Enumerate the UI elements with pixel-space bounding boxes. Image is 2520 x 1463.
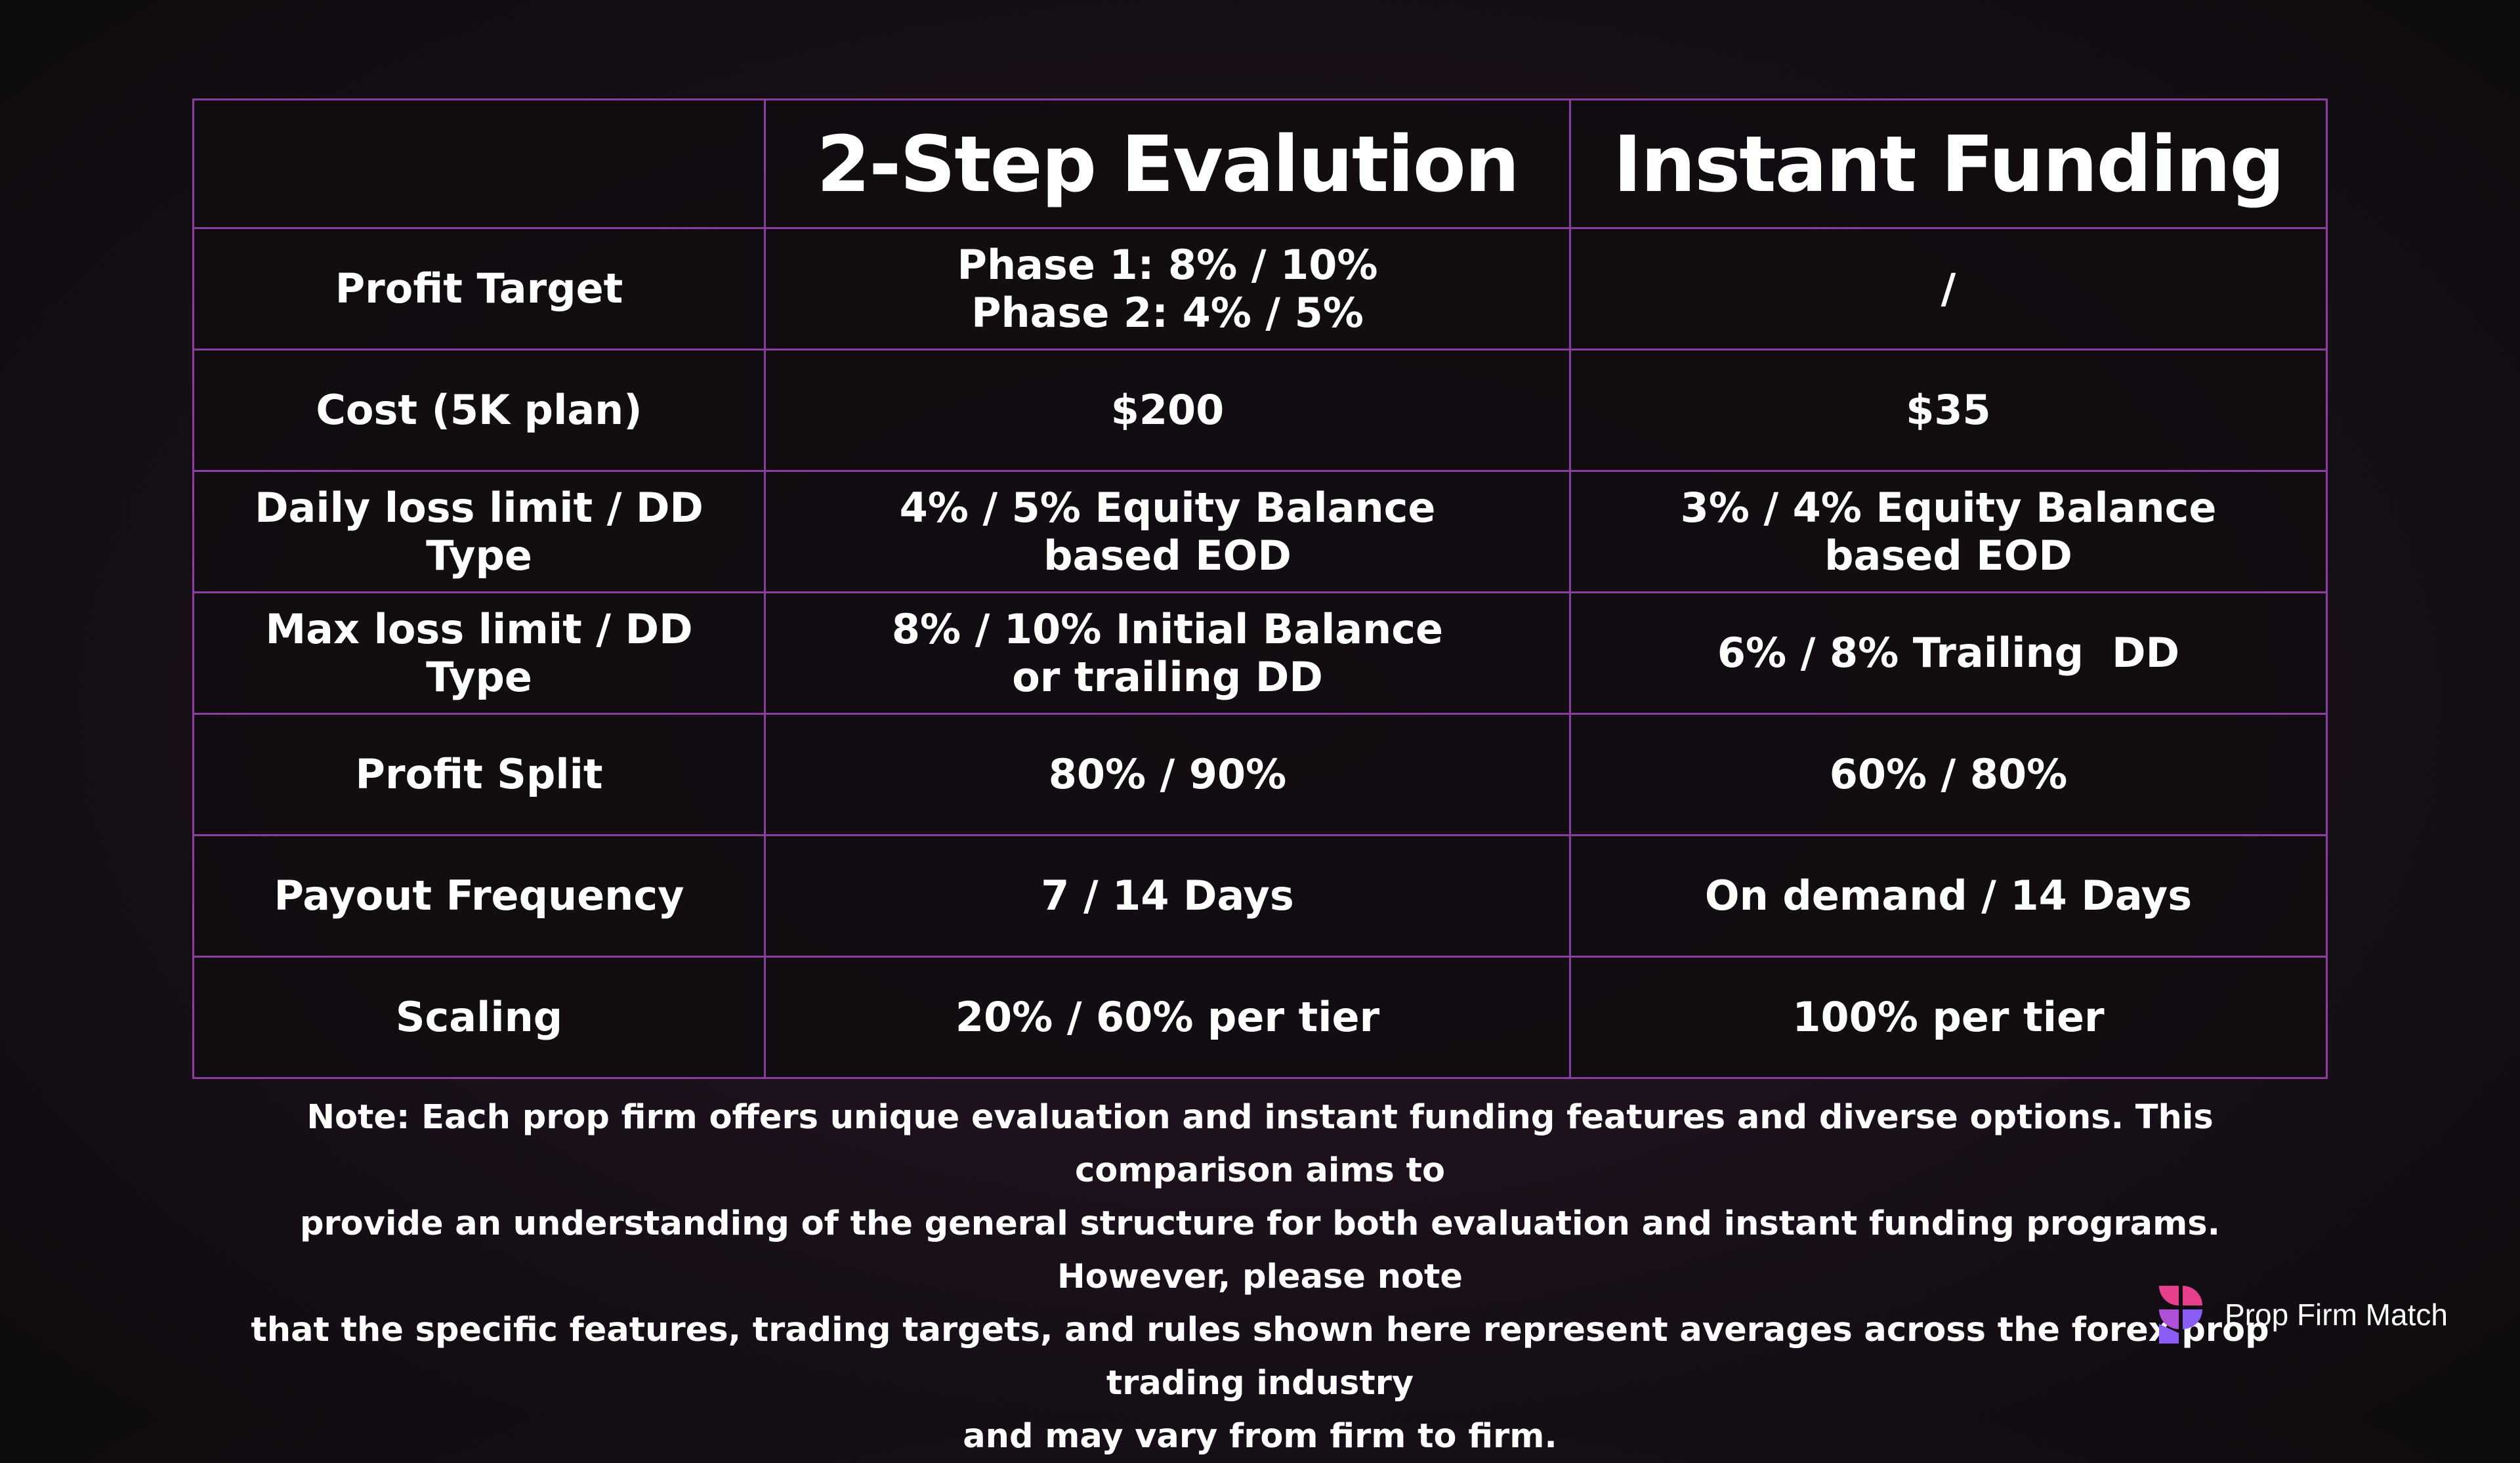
disclaimer-note: Note: Each prop firm offers unique evalu… (223, 1091, 2297, 1463)
value-line: $200 (1110, 386, 1225, 435)
value-line: or trailing DD (1012, 653, 1323, 701)
evaluation-value: $200 (764, 349, 1571, 472)
value-line: On demand / 14 Days (1704, 872, 2193, 920)
table-row-profit-split: Profit Split 80% / 90% 60% / 80% (192, 713, 2328, 836)
prop-firm-match-logo-icon (2159, 1286, 2202, 1344)
value-line: 3% / 4% Equity Balance (1680, 483, 2217, 532)
evaluation-value: 7 / 14 Days (764, 834, 1571, 958)
evaluation-value: 20% / 60% per tier (764, 956, 1571, 1079)
row-label: Payout Frequency (192, 834, 766, 958)
evaluation-value: Phase 1: 8% / 10% Phase 2: 4% / 5% (764, 227, 1571, 350)
table-row-profit-target: Profit Target Phase 1: 8% / 10% Phase 2:… (192, 227, 2328, 350)
instant-value: 60% / 80% (1569, 713, 2328, 836)
header-two-step-evaluation: 2-Step Evalution (764, 98, 1571, 229)
row-label: Cost (5K plan) (192, 349, 766, 472)
table-row-scaling: Scaling 20% / 60% per tier 100% per tier (192, 956, 2328, 1079)
evaluation-value: 8% / 10% Initial Balance or trailing DD (764, 591, 1571, 715)
instant-value: / (1569, 227, 2328, 350)
value-line: 60% / 80% (1829, 750, 2068, 799)
instant-value: $35 (1569, 349, 2328, 472)
instant-value: 6% / 8% Trailing DD (1569, 591, 2328, 715)
note-line: and may vary from firm to firm. (963, 1417, 1557, 1456)
row-label: Daily loss limit / DD Type (192, 470, 766, 593)
row-label: Scaling (192, 956, 766, 1079)
row-label: Profit Target (192, 227, 766, 350)
value-line: $35 (1906, 386, 1991, 435)
comparison-table: 2-Step Evalution Instant Funding Profit … (192, 98, 2328, 1079)
instant-value: 100% per tier (1569, 956, 2328, 1079)
table-row-max-loss-limit: Max loss limit / DD Type 8% / 10% Initia… (192, 591, 2328, 715)
note-line: that the specific features, trading targ… (251, 1311, 2269, 1403)
value-line: Phase 1: 8% / 10% (957, 240, 1378, 289)
value-line: 6% / 8% Trailing DD (1717, 629, 2180, 677)
value-line: 100% per tier (1792, 993, 2105, 1042)
value-line: 80% / 90% (1048, 750, 1287, 799)
row-label: Max loss limit / DD Type (192, 591, 766, 715)
evaluation-value: 80% / 90% (764, 713, 1571, 836)
brand-logo: Prop Firm Match (2159, 1285, 2448, 1344)
value-line: 7 / 14 Days (1041, 872, 1294, 920)
instant-value: 3% / 4% Equity Balance based EOD (1569, 470, 2328, 593)
value-line: 4% / 5% Equity Balance (899, 483, 1436, 532)
table-row-cost: Cost (5K plan) $200 $35 (192, 349, 2328, 472)
value-line: based EOD (1824, 532, 2072, 580)
value-line: Phase 2: 4% / 5% (971, 289, 1364, 337)
instant-value: On demand / 14 Days (1569, 834, 2328, 958)
brand-name: Prop Firm Match (2225, 1298, 2448, 1332)
note-line: provide an understanding of the general … (300, 1204, 2220, 1296)
row-label: Profit Split (192, 713, 766, 836)
table-row-daily-loss-limit: Daily loss limit / DD Type 4% / 5% Equit… (192, 470, 2328, 593)
value-line: 8% / 10% Initial Balance (891, 604, 1444, 653)
table-header-row: 2-Step Evalution Instant Funding (192, 98, 2328, 229)
table-row-payout-frequency: Payout Frequency 7 / 14 Days On demand /… (192, 834, 2328, 958)
value-line: based EOD (1043, 532, 1292, 580)
value-line: 20% / 60% per tier (955, 993, 1380, 1042)
value-line: / (1941, 265, 1956, 313)
header-blank-cell (192, 98, 766, 229)
note-line: Note: Each prop firm offers unique evalu… (306, 1098, 2214, 1190)
header-instant-funding: Instant Funding (1569, 98, 2328, 229)
evaluation-value: 4% / 5% Equity Balance based EOD (764, 470, 1571, 593)
comparison-table-container: 2-Step Evalution Instant Funding Profit … (192, 98, 2328, 1079)
